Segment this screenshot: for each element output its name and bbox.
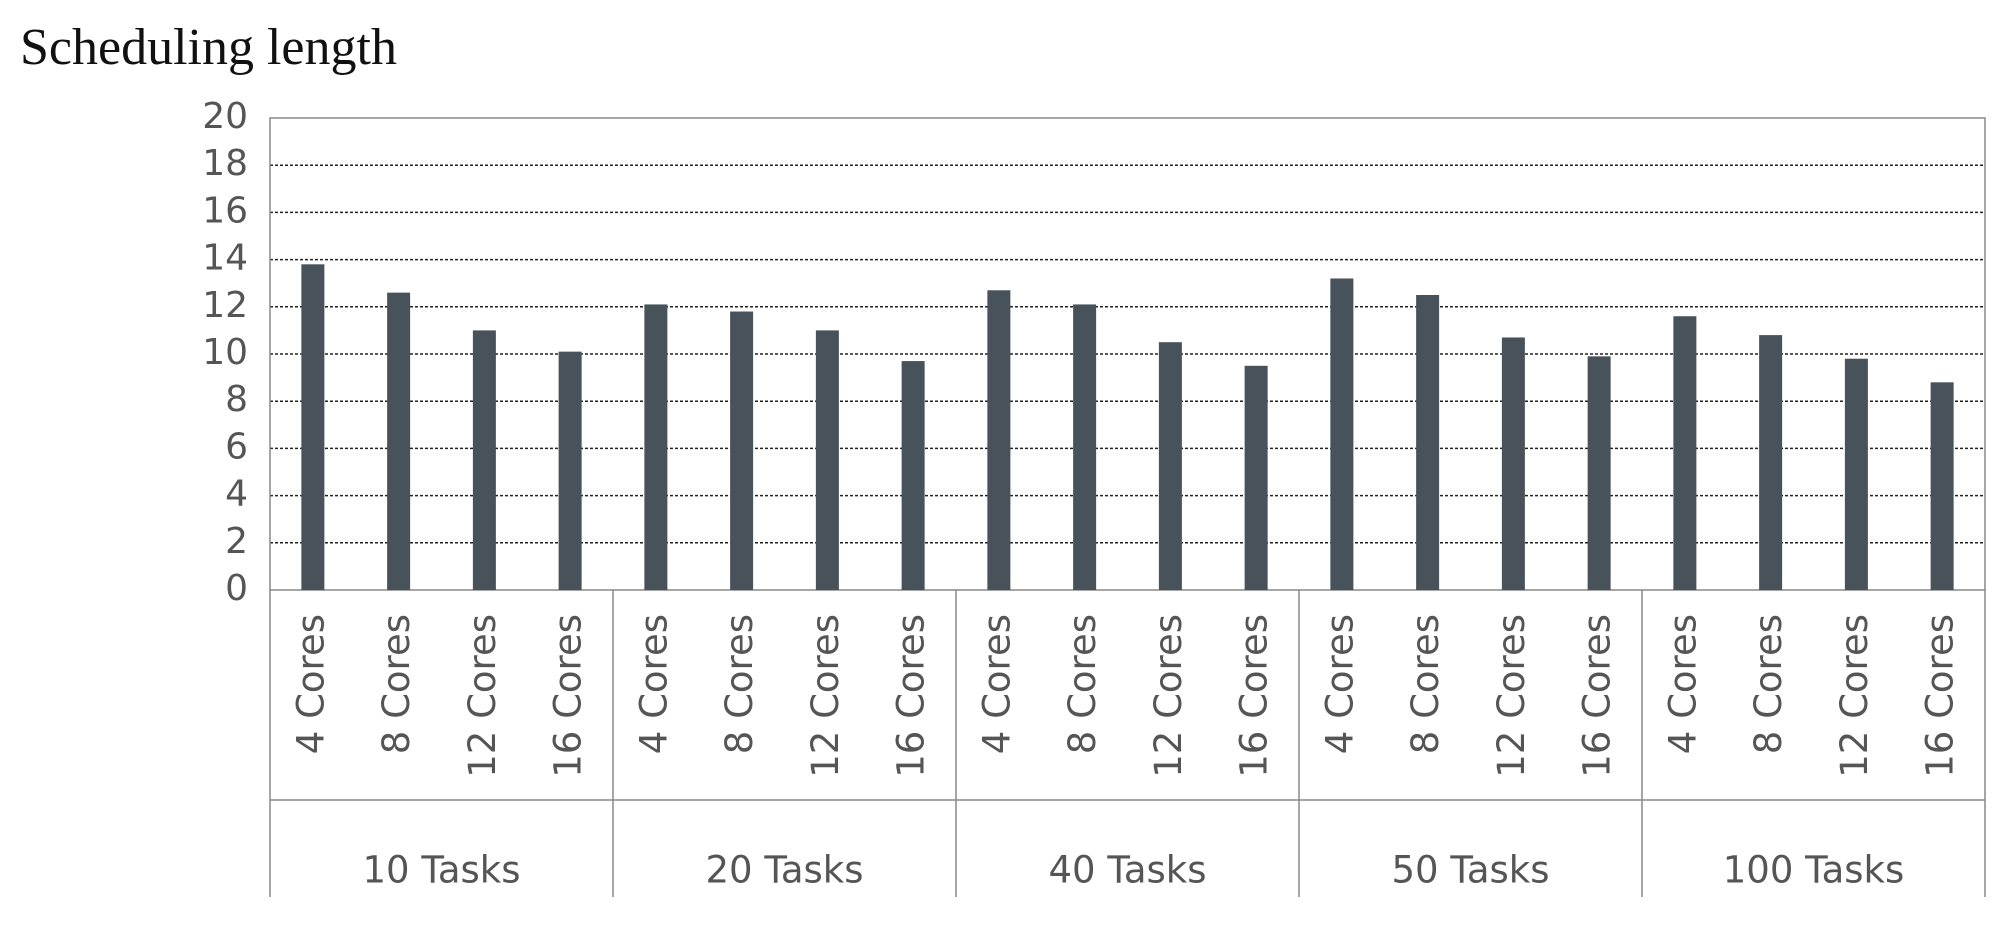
y-tick-label: 6 (225, 426, 248, 467)
group-label: 40 Tasks (1049, 849, 1207, 892)
group-label: 10 Tasks (363, 849, 521, 892)
x-tick-label: 12 Cores (1147, 614, 1190, 778)
y-tick-label: 10 (202, 332, 248, 373)
x-tick-label: 12 Cores (1833, 614, 1876, 778)
y-tick-label: 20 (202, 96, 248, 137)
x-tick-label: 4 Cores (975, 614, 1018, 754)
bar (472, 330, 496, 590)
bar (301, 264, 325, 590)
x-tick-label: 8 Cores (1404, 614, 1447, 754)
bar (387, 292, 411, 590)
x-tick-label: 4 Cores (289, 614, 332, 754)
bar (1587, 356, 1611, 590)
y-tick-label: 2 (225, 521, 248, 562)
bar (901, 361, 925, 590)
bar (1844, 358, 1868, 590)
bar (730, 311, 754, 590)
bar (1244, 365, 1268, 590)
y-tick-label: 18 (202, 143, 248, 184)
group-label: 50 Tasks (1392, 849, 1550, 892)
x-tick-label: 16 Cores (1233, 614, 1276, 778)
x-tick-label: 16 Cores (1919, 614, 1962, 778)
x-tick-label: 4 Cores (1661, 614, 1704, 754)
plot-frame (269, 117, 1986, 591)
y-tick-label: 14 (202, 238, 248, 279)
x-tick-label: 4 Cores (632, 614, 675, 754)
x-tick-label: 16 Cores (890, 614, 933, 778)
bar (558, 351, 582, 590)
x-tick-label: 8 Cores (375, 614, 418, 754)
bar (1416, 295, 1440, 590)
x-tick-label: 12 Cores (1490, 614, 1533, 778)
bar (1073, 304, 1097, 590)
bar (644, 304, 668, 590)
bar (815, 330, 839, 590)
bar (1330, 278, 1354, 590)
x-tick-label: 12 Cores (461, 614, 504, 778)
bar (1501, 337, 1525, 590)
y-tick-label: 16 (202, 190, 248, 231)
x-tick-label: 8 Cores (1747, 614, 1790, 754)
x-tick-label: 4 Cores (1318, 614, 1361, 754)
y-tick-label: 0 (225, 568, 248, 609)
chart-title: Scheduling length (20, 19, 397, 76)
y-tick-label: 8 (225, 379, 248, 420)
group-label: 20 Tasks (706, 849, 864, 892)
y-tick-label: 4 (225, 474, 248, 515)
group-label: 100 Tasks (1723, 849, 1905, 892)
x-tick-label: 16 Cores (547, 614, 590, 778)
bar (1759, 335, 1783, 590)
bar (1930, 382, 1954, 590)
x-tick-label: 8 Cores (718, 614, 761, 754)
x-tick-label: 16 Cores (1576, 614, 1619, 778)
bar (1158, 342, 1182, 590)
bar (1673, 316, 1697, 590)
x-tick-label: 12 Cores (804, 614, 847, 778)
bar (987, 290, 1011, 590)
x-tick-label: 8 Cores (1061, 614, 1104, 754)
y-tick-label: 12 (202, 285, 248, 326)
